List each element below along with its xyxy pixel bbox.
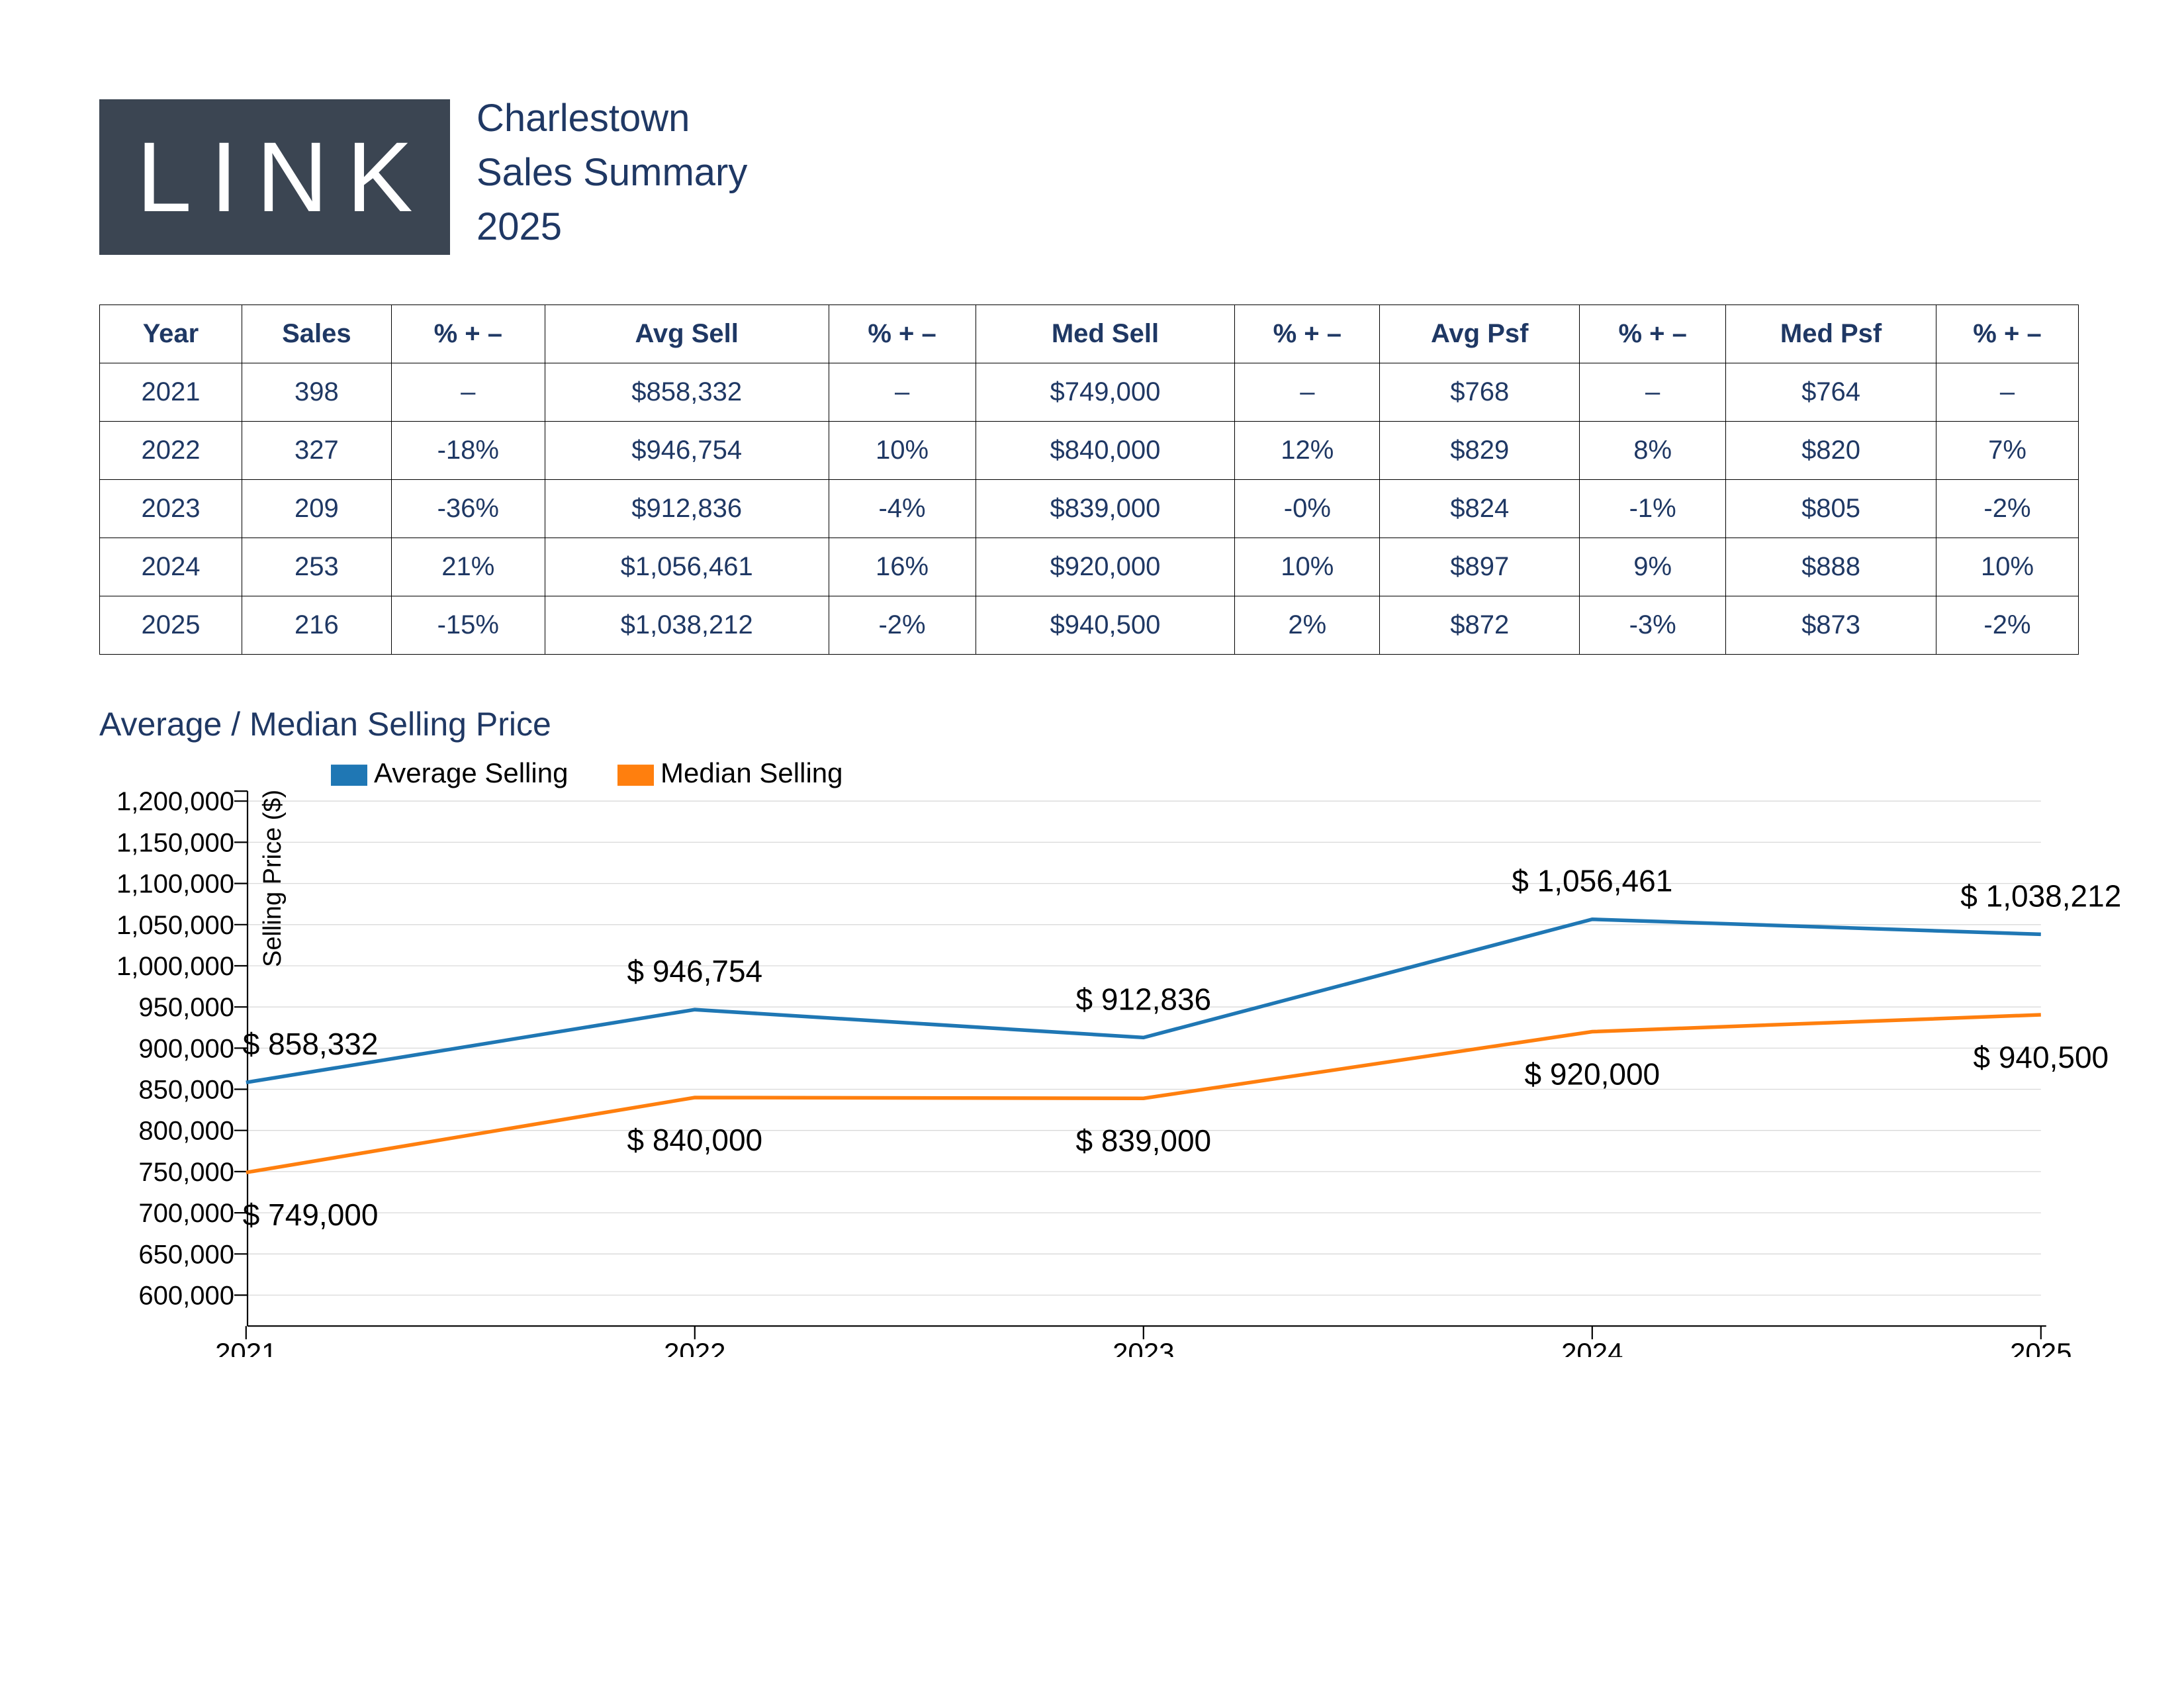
svg-text:1,200,000: 1,200,000 xyxy=(116,787,234,816)
svg-text:850,000: 850,000 xyxy=(138,1076,234,1105)
svg-text:2024: 2024 xyxy=(1561,1337,1623,1357)
svg-text:$ 1,038,212: $ 1,038,212 xyxy=(1960,878,2121,913)
svg-text:$ 840,000: $ 840,000 xyxy=(627,1123,762,1157)
svg-text:2025: 2025 xyxy=(2010,1337,2071,1357)
svg-text:650,000: 650,000 xyxy=(138,1240,234,1269)
svg-text:$ 1,056,461: $ 1,056,461 xyxy=(1512,864,1672,898)
svg-text:1,050,000: 1,050,000 xyxy=(116,911,234,940)
svg-text:$ 912,836: $ 912,836 xyxy=(1075,982,1211,1016)
svg-text:$ 940,500: $ 940,500 xyxy=(1973,1040,2109,1074)
svg-text:750,000: 750,000 xyxy=(138,1158,234,1187)
svg-text:$ 920,000: $ 920,000 xyxy=(1524,1057,1660,1092)
svg-text:600,000: 600,000 xyxy=(138,1282,234,1311)
svg-text:800,000: 800,000 xyxy=(138,1117,234,1146)
svg-text:1,000,000: 1,000,000 xyxy=(116,952,234,981)
svg-text:1,150,000: 1,150,000 xyxy=(116,828,234,857)
svg-text:$ 749,000: $ 749,000 xyxy=(243,1197,379,1232)
svg-text:Median Selling: Median Selling xyxy=(660,761,843,788)
svg-text:$ 858,332: $ 858,332 xyxy=(243,1027,379,1061)
svg-text:2022: 2022 xyxy=(664,1337,725,1357)
svg-text:2021: 2021 xyxy=(215,1337,277,1357)
svg-text:1,100,000: 1,100,000 xyxy=(116,870,234,899)
svg-text:2023: 2023 xyxy=(1113,1337,1174,1357)
svg-text:950,000: 950,000 xyxy=(138,993,234,1022)
svg-text:Average Selling: Average Selling xyxy=(374,761,568,788)
svg-text:700,000: 700,000 xyxy=(138,1199,234,1228)
svg-text:$ 946,754: $ 946,754 xyxy=(627,954,762,988)
svg-text:900,000: 900,000 xyxy=(138,1034,234,1063)
svg-text:$ 839,000: $ 839,000 xyxy=(1075,1123,1211,1158)
svg-text:Selling Price ($): Selling Price ($) xyxy=(259,790,287,967)
